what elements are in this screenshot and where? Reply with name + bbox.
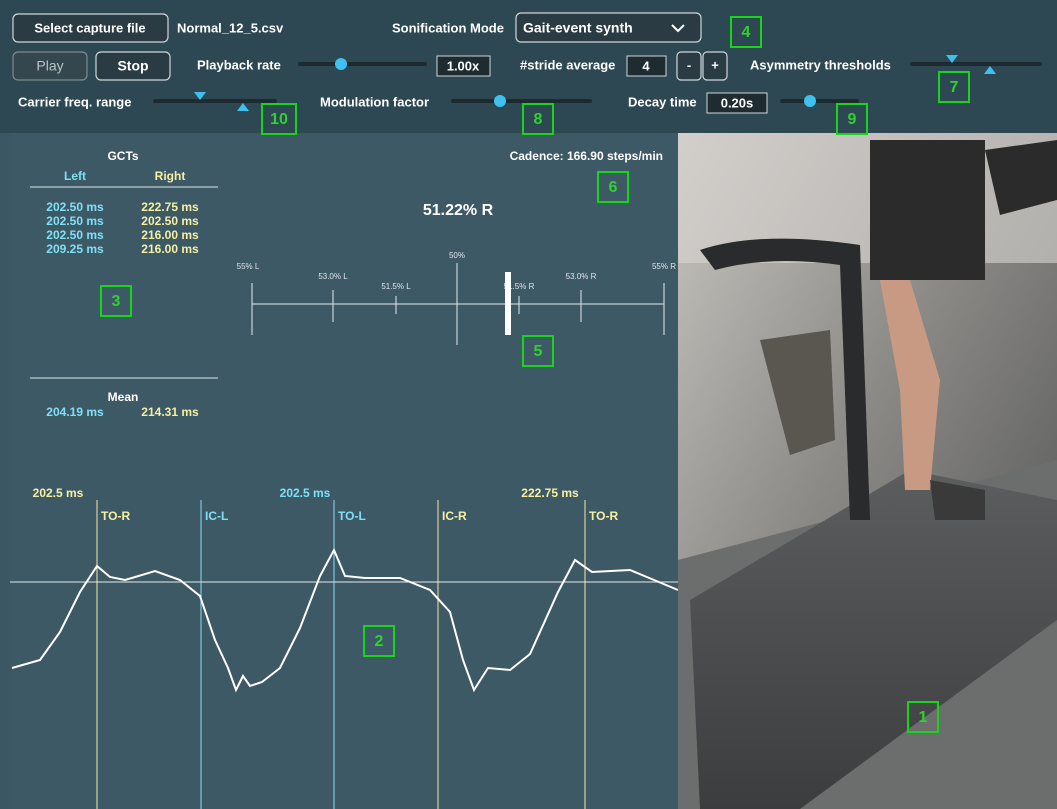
gct-right: 216.00 ms xyxy=(141,228,199,242)
modulation-slider-knob[interactable] xyxy=(494,95,506,107)
duration-label: 202.5 ms xyxy=(33,486,84,500)
gct-title: GCTs xyxy=(107,149,138,163)
decay-value: 0.20s xyxy=(721,95,754,110)
gct-right: 216.00 ms xyxy=(141,242,199,256)
event-label: TO-R xyxy=(101,509,130,523)
select-file-label: Select capture file xyxy=(34,20,145,35)
sonification-label: Sonification Mode xyxy=(392,20,504,35)
callout-number: 9 xyxy=(848,111,857,128)
asymmetry-indicator xyxy=(505,272,511,335)
callout-number: 8 xyxy=(534,111,543,128)
gct-left: 202.50 ms xyxy=(46,228,104,242)
playback-label: Playback rate xyxy=(197,57,281,72)
event-label: TO-R xyxy=(589,509,618,523)
decay-label: Decay time xyxy=(628,94,697,109)
playback-slider-knob[interactable] xyxy=(335,58,347,70)
event-label: IC-L xyxy=(205,509,228,523)
gct-right: 202.50 ms xyxy=(141,214,199,228)
callout-number: 6 xyxy=(609,179,618,196)
callout-number: 5 xyxy=(534,343,543,360)
asymmetry-scale-label: 55% R xyxy=(652,262,676,271)
callout-number: 2 xyxy=(375,633,384,650)
stride-label: #stride average xyxy=(520,57,615,72)
event-label: TO-L xyxy=(338,509,366,523)
gct-right: 222.75 ms xyxy=(141,200,199,214)
mean-right: 214.31 ms xyxy=(141,405,199,419)
asymmetry-scale-label: 53.0% L xyxy=(318,272,348,281)
sonification-value: Gait-event synth xyxy=(523,20,633,36)
play-label: Play xyxy=(36,58,63,74)
modulation-label: Modulation factor xyxy=(320,94,429,109)
duration-label: 202.5 ms xyxy=(280,486,331,500)
plus-label: + xyxy=(711,57,719,72)
asymmetry-scale-label: 51.5% L xyxy=(381,282,411,291)
callout-number: 7 xyxy=(950,79,959,96)
analysis-inner xyxy=(10,133,678,809)
stop-label: Stop xyxy=(117,58,148,74)
event-label: IC-R xyxy=(442,509,467,523)
page: Gait sonification UI html, body { margin… xyxy=(0,0,1057,809)
cadence: Cadence: 166.90 steps/min xyxy=(510,149,663,163)
body: {"toolbar": {"select_button": "Select ca… xyxy=(0,0,1057,809)
decay-slider-knob[interactable] xyxy=(804,95,816,107)
callout-number: 10 xyxy=(270,111,288,128)
callout-number: 4 xyxy=(742,24,751,41)
duration-label: 222.75 ms xyxy=(521,486,579,500)
asymmetry-scale-label: 53.0% R xyxy=(566,272,597,281)
gct-left: 202.50 ms xyxy=(46,200,104,214)
asymmetry-value: 51.22% R xyxy=(423,202,494,219)
asymmetry-label: Asymmetry thresholds xyxy=(750,57,891,72)
mean-title: Mean xyxy=(108,390,139,404)
gct-left: 209.25 ms xyxy=(46,242,104,256)
gct-left: 202.50 ms xyxy=(46,214,104,228)
stride-value: 4 xyxy=(642,58,650,73)
mean-left: 204.19 ms xyxy=(46,405,104,419)
minus-label: - xyxy=(687,57,691,72)
asymmetry-scale-label: 50% xyxy=(449,251,465,260)
app-window: Select capture file Normal_12_5.csv Soni… xyxy=(0,0,1057,809)
asymmetry-scale-label: 55% L xyxy=(237,262,260,271)
carrier-label: Carrier freq. range xyxy=(18,94,131,109)
callout-number: 3 xyxy=(112,293,121,310)
runner-shorts xyxy=(870,140,985,280)
playback-value: 1.00x xyxy=(447,58,480,73)
file-name: Normal_12_5.csv xyxy=(177,20,284,35)
callout-number: 1 xyxy=(919,709,928,726)
gct-left-header: Left xyxy=(64,169,86,183)
gct-right-header: Right xyxy=(155,169,186,183)
